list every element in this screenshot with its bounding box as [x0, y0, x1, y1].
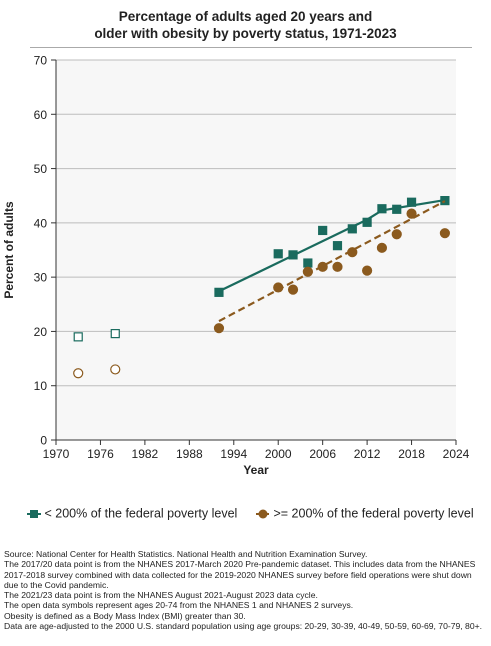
title-divider [30, 47, 472, 48]
footnotes: Source: National Center for Health Stati… [4, 549, 488, 631]
legend-label-below-200: < 200% of the federal poverty level [44, 506, 238, 521]
axes [55, 60, 456, 441]
data-point-below-200-0 [214, 287, 224, 297]
footnote-age-adjustment: Data are age-adjusted to the 2000 U.S. s… [4, 621, 483, 632]
x-axis-label: Year [243, 463, 269, 477]
series [73, 196, 450, 379]
x-tick-label-1982: 1982 [132, 447, 159, 461]
data-point-above-200-7 [362, 265, 373, 276]
data-point-below-200-6 [347, 224, 357, 234]
gridlines [56, 59, 456, 387]
legend-square-marker [27, 509, 41, 518]
data-point-above-200-5 [332, 261, 343, 272]
footnote-2017-20: The 2017/20 data point is from the NHANE… [4, 559, 476, 590]
y-tick-label-10: 10 [34, 379, 48, 393]
ticks: 0 10 20 30 40 50 60 70 1970 1976 1982 1988 1994 2000 2… [34, 54, 470, 462]
data-point-above-200-10 [406, 208, 417, 219]
footnote-obesity-definition: Obesity is defined as a Body Mass Index … [4, 610, 246, 621]
legend-item-above-200: >= 200% of the federal poverty level [256, 506, 474, 521]
data-point-above-200-3 [302, 266, 313, 277]
x-tick-label-2024: 2024 [443, 447, 470, 461]
data-point-below-200-10 [406, 197, 417, 207]
trend-line-above-200 [218, 200, 446, 323]
data-point-above-200-9 [391, 229, 402, 240]
legend-label-above-200: >= 200% of the federal poverty level [273, 506, 474, 521]
x-tick-label-2012: 2012 [354, 447, 381, 461]
plot-background [56, 60, 456, 440]
data-point-below-200-11 [440, 196, 450, 206]
y-tick-label-70: 70 [34, 54, 48, 68]
x-tick-label-2018: 2018 [398, 447, 425, 461]
data-point-above-200-2 [287, 284, 299, 295]
x-tick-label-1988: 1988 [176, 447, 203, 461]
data-point-below-200-9 [392, 204, 402, 214]
data-point-below-200-4 [318, 225, 328, 236]
y-tick-label-30: 30 [34, 271, 48, 285]
footnote-source: Source: National Center for Health Stati… [4, 549, 368, 559]
y-tick-label-40: 40 [34, 216, 48, 230]
data-point-below-200-7 [362, 217, 372, 227]
legend: < 200% of the federal poverty level >= 2… [0, 506, 491, 526]
obesity-chart: 0 10 20 30 40 50 60 70 1970 1976 1982 1988 1994 2000 2… [2, 54, 470, 478]
y-tick-label-50: 50 [34, 162, 48, 176]
data-point-above-200-1 [273, 282, 284, 293]
x-tick-label-1994: 1994 [220, 447, 247, 461]
open-point-above-200-1 [110, 364, 121, 375]
data-point-above-200-0 [213, 323, 225, 334]
y-tick-label-60: 60 [34, 108, 48, 122]
data-point-above-200-8 [376, 242, 388, 253]
legend-item-below-200: < 200% of the federal poverty level [27, 506, 237, 521]
data-point-above-200-11 [439, 228, 450, 239]
data-point-below-200-8 [377, 204, 387, 214]
x-tick-label-2006: 2006 [309, 447, 336, 461]
data-point-below-200-5 [332, 241, 343, 251]
data-point-below-200-2 [288, 250, 298, 260]
chart-title: Percentage of adults aged 20 years and o… [0, 8, 491, 42]
data-point-below-200-3 [303, 258, 313, 268]
data-point-above-200-4 [317, 261, 328, 272]
x-tick-label-1970: 1970 [43, 447, 70, 461]
y-axis-label: Percent of adults [2, 201, 16, 299]
x-tick-label-1976: 1976 [87, 447, 114, 461]
y-tick-label-0: 0 [40, 434, 47, 448]
footnote-2021-23: The 2021/23 data point is from the NHANE… [4, 590, 318, 601]
chart-title-line-1: Percentage of adults aged 20 years and [118, 9, 373, 24]
open-point-below-200-1 [110, 329, 120, 339]
open-point-above-200-0 [73, 368, 84, 379]
data-point-above-200-6 [347, 247, 358, 258]
footnote-open-symbols: The open data symbols represent ages 20-… [4, 600, 354, 611]
x-tick-label-2000: 2000 [265, 447, 292, 461]
chart-title-line-2: older with obesity by poverty status, 19… [94, 26, 397, 41]
y-tick-label-20: 20 [34, 325, 48, 339]
legend-circle-marker [256, 509, 270, 519]
data-point-below-200-1 [273, 249, 283, 259]
open-point-below-200-0 [73, 332, 83, 342]
